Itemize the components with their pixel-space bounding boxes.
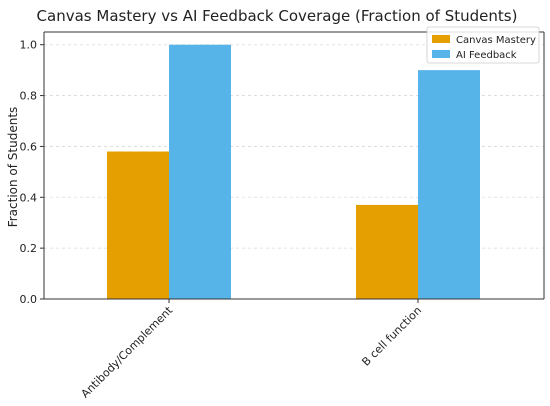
x-tick-label: Antibody/Complement	[79, 303, 176, 400]
y-tick-label: 0.8	[20, 90, 38, 103]
y-axis-label: Fraction of Students	[6, 107, 20, 228]
legend-box	[426, 26, 540, 64]
y-tick-label: 1.0	[20, 39, 38, 52]
legend: Canvas Mastery AI Feedback	[426, 26, 540, 64]
bar-ai-feedback	[418, 70, 480, 300]
y-tick-label: 0.2	[20, 242, 38, 255]
y-tick-label: 0.4	[20, 191, 38, 204]
y-tick-label: 0.0	[20, 293, 38, 306]
bar-canvas-mastery	[107, 151, 169, 299]
legend-swatch	[432, 50, 450, 58]
y-tick-label: 0.6	[20, 140, 38, 153]
bar-canvas-mastery	[356, 204, 418, 299]
legend-label: AI Feedback	[456, 50, 517, 61]
bar-ai-feedback	[169, 44, 231, 299]
legend-label: Canvas Mastery	[456, 35, 536, 46]
legend-swatch	[432, 35, 450, 43]
bars	[107, 44, 480, 300]
chart-title: Canvas Mastery vs AI Feedback Coverage (…	[37, 7, 518, 25]
x-tick-label: B cell function	[359, 304, 424, 369]
